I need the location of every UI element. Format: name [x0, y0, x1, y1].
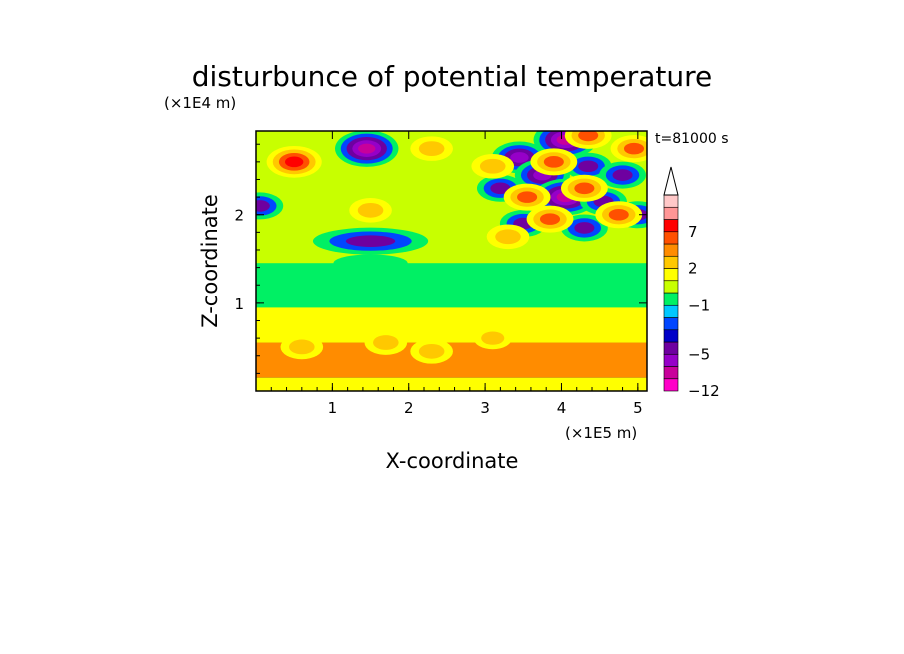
feature-10-level-1 — [481, 331, 505, 345]
colorbar-segment — [663, 255, 679, 269]
x-tick-label: 5 — [633, 399, 643, 417]
feature-27 — [526, 205, 574, 233]
colorbar-segment — [663, 219, 679, 233]
feature-8 — [364, 330, 408, 355]
feature-5 — [410, 136, 453, 161]
feature-0 — [266, 145, 322, 178]
x-tick-label: 4 — [557, 399, 567, 417]
x-tick-label: 3 — [480, 399, 490, 417]
feature-2-level-2 — [345, 235, 396, 247]
feature-28 — [595, 201, 643, 229]
colorbar-segment — [663, 231, 679, 245]
colorbar-segment — [663, 280, 679, 294]
y-tick-label: 2 — [234, 207, 244, 225]
feature-24 — [530, 148, 578, 176]
colorbar-segment — [663, 292, 679, 306]
feature-6-level-2 — [256, 200, 270, 212]
band-3 — [256, 263, 647, 308]
y-axis-label: Z-coordinate — [198, 194, 222, 328]
feature-3-level-0 — [333, 254, 408, 272]
band-2 — [256, 307, 647, 343]
feature-10 — [473, 327, 512, 350]
feature-26 — [560, 174, 608, 202]
colorbar-segment — [663, 366, 679, 380]
x-tick-label: 2 — [404, 399, 414, 417]
feature-4 — [335, 131, 399, 167]
colorbar-segment — [663, 329, 679, 343]
feature-30-level-1 — [495, 229, 521, 245]
colorbar-extend-arrow — [663, 166, 679, 196]
feature-30 — [486, 224, 530, 250]
feature-12-level-3 — [510, 152, 529, 163]
x-unit-label: (×1E5 m) — [565, 424, 637, 442]
colorbar-segment — [663, 304, 679, 318]
feature-7 — [280, 334, 324, 360]
feature-0-level-3 — [284, 156, 304, 168]
colorbar-tick-label: −5 — [688, 345, 710, 363]
feature-15-level-2 — [578, 160, 599, 173]
feature-3 — [333, 254, 408, 272]
chart-title: disturbunce of potential temperature — [192, 60, 713, 93]
feature-22 — [471, 153, 515, 179]
feature-28-level-2 — [608, 208, 629, 221]
feature-9-level-1 — [418, 343, 445, 359]
x-tick-label: 1 — [328, 399, 338, 417]
feature-4-level-4 — [358, 143, 376, 154]
plot-frame — [255, 130, 648, 392]
plot-area — [256, 131, 647, 391]
colorbar-tick-label: 2 — [688, 260, 698, 278]
feature-23 — [503, 183, 551, 211]
time-label: t=81000 s — [655, 131, 729, 147]
feature-26-level-2 — [574, 182, 595, 195]
feature-6 — [256, 192, 284, 220]
colorbar-segment — [663, 353, 679, 367]
feature-27-level-2 — [539, 213, 561, 225]
feature-8-level-1 — [373, 335, 399, 350]
feature-21-level-2 — [574, 222, 595, 234]
feature-25-level-2 — [578, 131, 599, 142]
colorbar-tick-label: 7 — [688, 223, 698, 241]
colorbar-segment — [663, 194, 679, 208]
feature-17 — [599, 161, 646, 189]
band-0 — [256, 377, 647, 391]
features-layer — [256, 131, 647, 364]
colorbar: 7 2 −1 −5 −12 — [663, 166, 720, 400]
y-tick-label: 1 — [234, 295, 244, 313]
feature-29-level-2 — [623, 142, 645, 155]
feature-29 — [610, 135, 647, 163]
y-unit-label: (×1E4 m) — [164, 94, 236, 112]
colorbar-segment — [663, 206, 679, 220]
colorbar-tick-label: −1 — [688, 296, 710, 314]
colorbar-tick-label: −12 — [688, 382, 720, 400]
feature-24-level-2 — [543, 156, 564, 168]
feature-11-level-2 — [490, 182, 511, 195]
colorbar-segment — [663, 317, 679, 331]
feature-17-level-2 — [612, 169, 633, 181]
colorbar-segment — [663, 268, 679, 282]
colorbar-segment — [663, 378, 679, 392]
feature-1 — [349, 198, 392, 223]
feature-22-level-1 — [479, 158, 506, 174]
axis-layer: 1 2 3 4 5 1 2 — [234, 131, 647, 417]
feature-23-level-2 — [517, 191, 538, 203]
feature-2 — [312, 227, 429, 255]
colorbar-segment — [663, 243, 679, 257]
colorbar-segment — [663, 341, 679, 355]
feature-9 — [410, 339, 453, 364]
feature-7-level-1 — [289, 339, 315, 355]
x-axis-label: X-coordinate — [386, 449, 519, 473]
feature-25 — [564, 131, 612, 149]
feature-1-level-1 — [357, 202, 384, 218]
feature-5-level-1 — [418, 141, 445, 157]
